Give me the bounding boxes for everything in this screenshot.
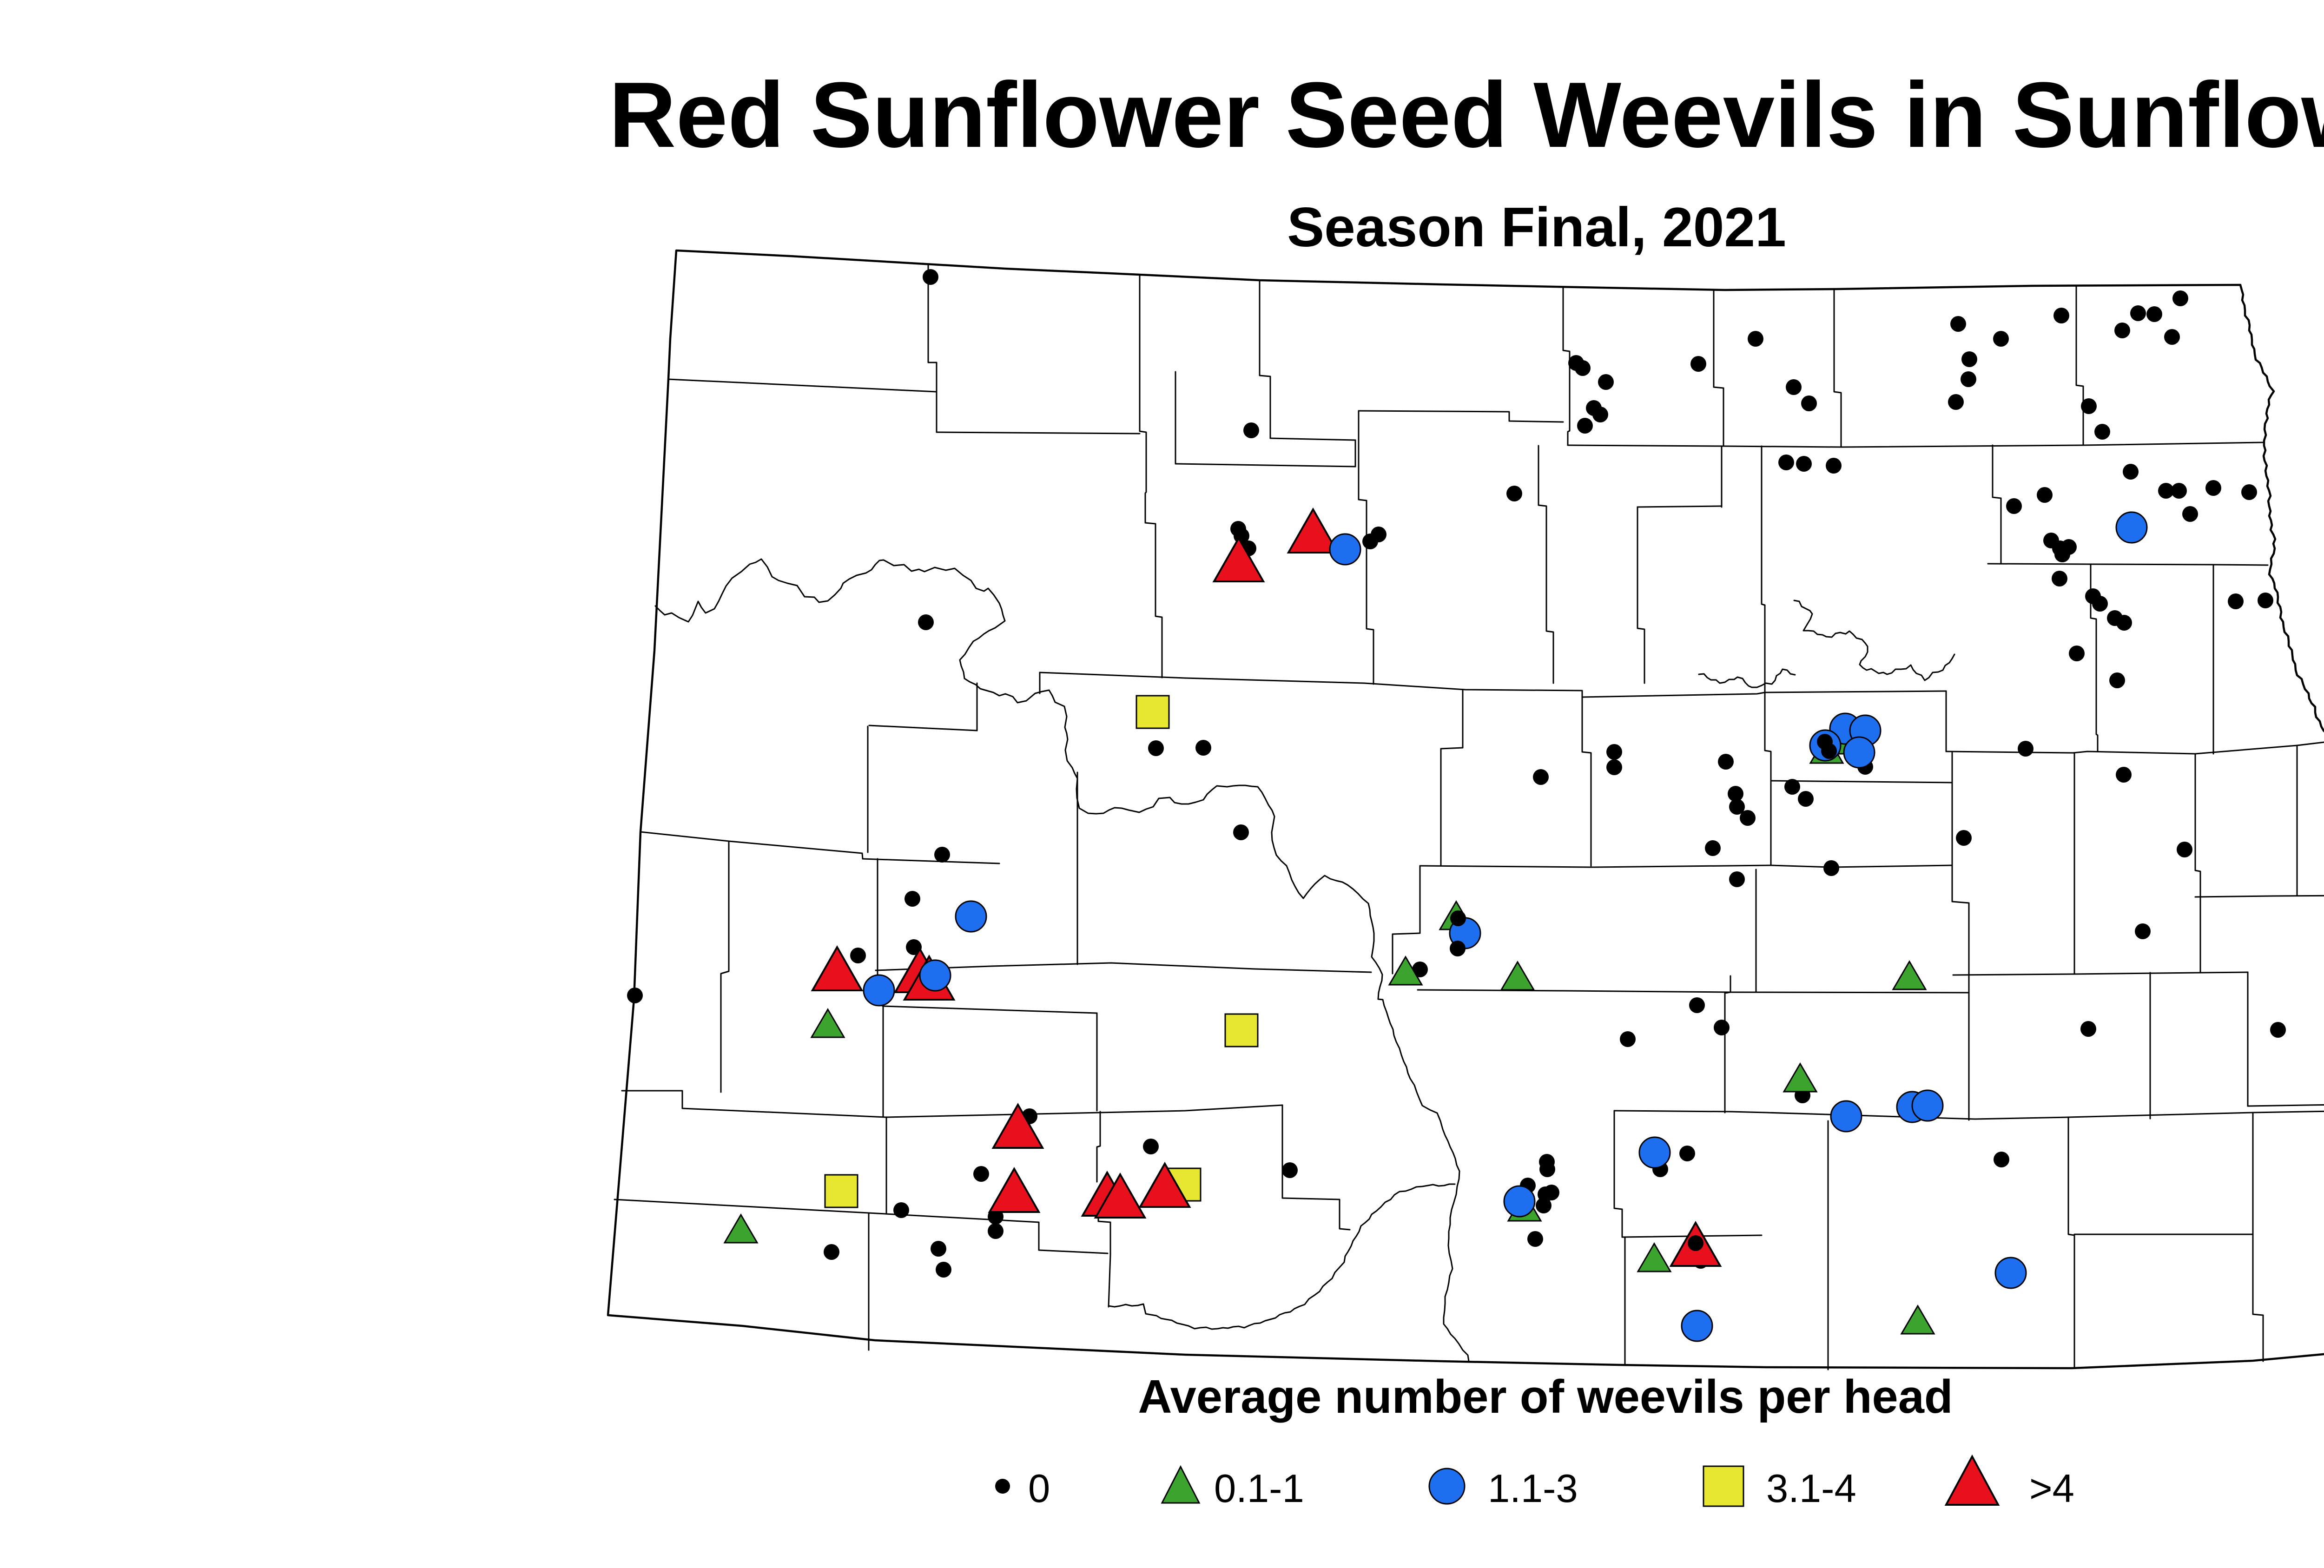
svg-text:Average number of weevils per: Average number of weevils per head — [1138, 1371, 1953, 1423]
svg-text:0: 0 — [1028, 1467, 1050, 1511]
svg-text:Season Final, 2021: Season Final, 2021 — [1287, 196, 1786, 258]
svg-text:3.1-4: 3.1-4 — [1766, 1467, 1856, 1511]
svg-text:Red Sunflower Seed Weevils in: Red Sunflower Seed Weevils in Sunflower — [609, 63, 2324, 167]
svg-text:>4: >4 — [2029, 1467, 2074, 1511]
svg-text:1.1-3: 1.1-3 — [1488, 1467, 1578, 1511]
svg-text:0.1-1: 0.1-1 — [1214, 1467, 1304, 1511]
